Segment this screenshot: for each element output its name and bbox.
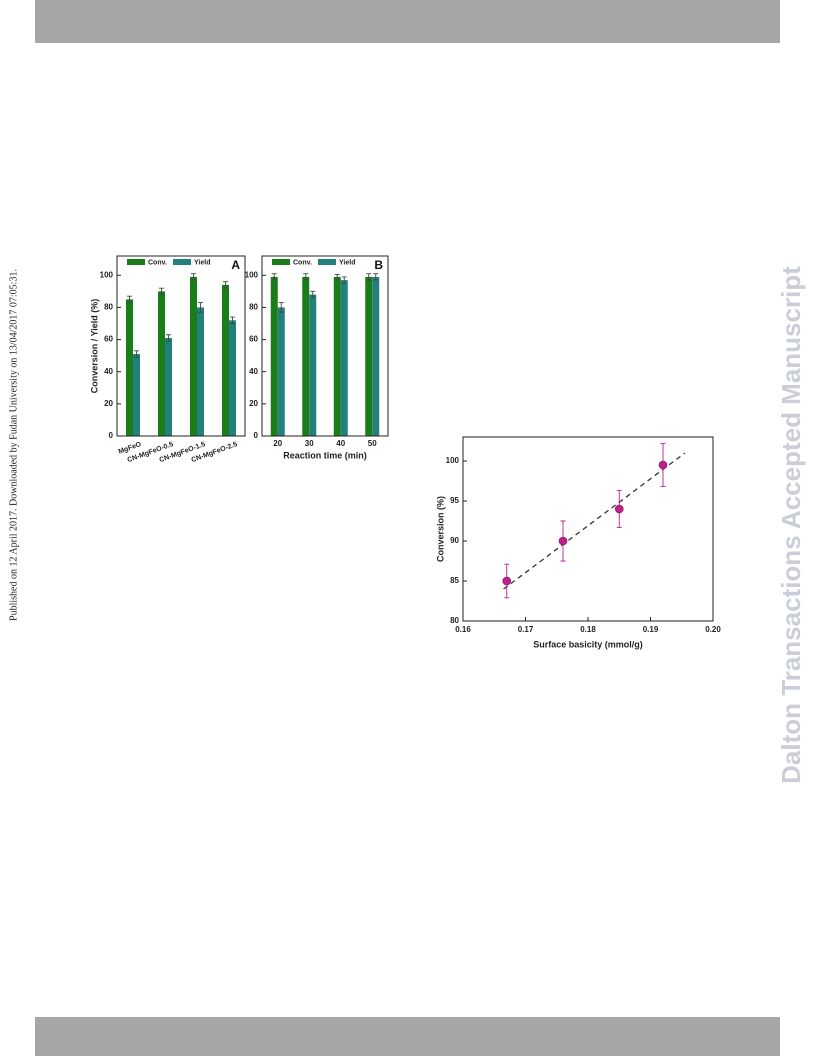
error-bar xyxy=(341,276,347,284)
legend-label: Conv. xyxy=(293,259,312,266)
legend-label: Yield xyxy=(339,259,355,266)
y-tick-label: 0 xyxy=(254,431,259,440)
legend-swatch xyxy=(318,259,336,265)
error-bar xyxy=(278,302,284,313)
x-tick-label: 0.20 xyxy=(705,625,721,634)
y-axis-label: Conversion / Yield (%) xyxy=(89,299,99,394)
x-tick-label: 20 xyxy=(273,439,282,448)
error-bar xyxy=(366,273,372,281)
x-tick-label: 50 xyxy=(368,439,377,448)
y-tick-label: 90 xyxy=(450,536,459,545)
y-tick-label: 80 xyxy=(104,303,113,312)
bar xyxy=(229,320,236,436)
point xyxy=(502,576,512,586)
y-tick-label: 80 xyxy=(450,616,459,625)
y-tick-label: 60 xyxy=(104,335,113,344)
bar xyxy=(277,307,285,436)
y-tick-label: 100 xyxy=(245,270,259,279)
error-bar xyxy=(303,273,309,281)
error-bar xyxy=(198,302,203,313)
bar xyxy=(270,276,278,436)
bar xyxy=(333,276,341,436)
y-tick-label: 20 xyxy=(104,399,113,408)
y-tick-label: 40 xyxy=(104,367,113,376)
error-bar xyxy=(134,350,139,358)
y-tick-label: 60 xyxy=(249,335,258,344)
bar xyxy=(302,276,310,436)
bar xyxy=(133,354,140,436)
error-bar xyxy=(310,290,316,299)
x-tick-label: 30 xyxy=(305,439,314,448)
bar xyxy=(158,291,165,436)
error-bar xyxy=(334,274,340,280)
error-bar xyxy=(166,334,171,342)
error-bar xyxy=(127,295,132,304)
bar xyxy=(126,299,133,436)
error-bar xyxy=(373,273,379,281)
y-tick-label: 40 xyxy=(249,367,258,376)
bar xyxy=(222,284,229,436)
bar xyxy=(372,276,380,436)
y-axis-label: Conversion (%) xyxy=(435,496,445,562)
bar xyxy=(365,276,373,436)
error-bar xyxy=(159,287,164,296)
y-tick-label: 20 xyxy=(249,399,258,408)
error-bar xyxy=(271,273,277,281)
error-bar xyxy=(191,273,196,281)
y-tick-label: 95 xyxy=(450,496,459,505)
bar xyxy=(309,294,317,436)
side-note: Published on 12 April 2017. Downloaded b… xyxy=(8,269,19,621)
error-bar xyxy=(230,316,235,324)
legend-label: Conv. xyxy=(148,259,167,266)
point xyxy=(658,460,668,470)
fit-line xyxy=(503,452,686,590)
plot-frame xyxy=(462,436,714,622)
bar xyxy=(190,276,197,436)
plot-frame xyxy=(261,255,389,437)
bar xyxy=(340,280,348,436)
plot-frame xyxy=(116,255,246,437)
legend-label: Yield xyxy=(194,259,210,266)
y-tick-label: 0 xyxy=(109,431,114,440)
y-tick-label: 100 xyxy=(446,456,460,465)
bar xyxy=(197,307,204,436)
x-tick-label: 0.16 xyxy=(455,625,471,634)
error-bar xyxy=(223,281,228,289)
header-bar xyxy=(35,0,780,43)
point xyxy=(558,536,568,546)
legend-swatch xyxy=(173,259,191,265)
legend-swatch xyxy=(127,259,145,265)
point xyxy=(614,504,624,514)
legend-swatch xyxy=(272,259,290,265)
panel-label: B xyxy=(374,258,383,272)
x-axis-label: Surface basicity (mmol/g) xyxy=(533,639,643,649)
x-tick-label: 0.19 xyxy=(643,625,659,634)
x-tick-label: 40 xyxy=(336,439,345,448)
y-tick-label: 100 xyxy=(100,270,114,279)
watermark: Dalton Transactions Accepted Manuscript xyxy=(776,266,806,784)
footer-bar xyxy=(35,1017,780,1056)
x-tick-label: 0.18 xyxy=(580,625,596,634)
x-axis-label: Reaction time (min) xyxy=(283,450,367,460)
x-tick-label: 0.17 xyxy=(518,625,534,634)
y-tick-label: 85 xyxy=(450,576,459,585)
panel-label: A xyxy=(231,258,240,272)
y-tick-label: 80 xyxy=(249,303,258,312)
bar xyxy=(165,337,172,436)
